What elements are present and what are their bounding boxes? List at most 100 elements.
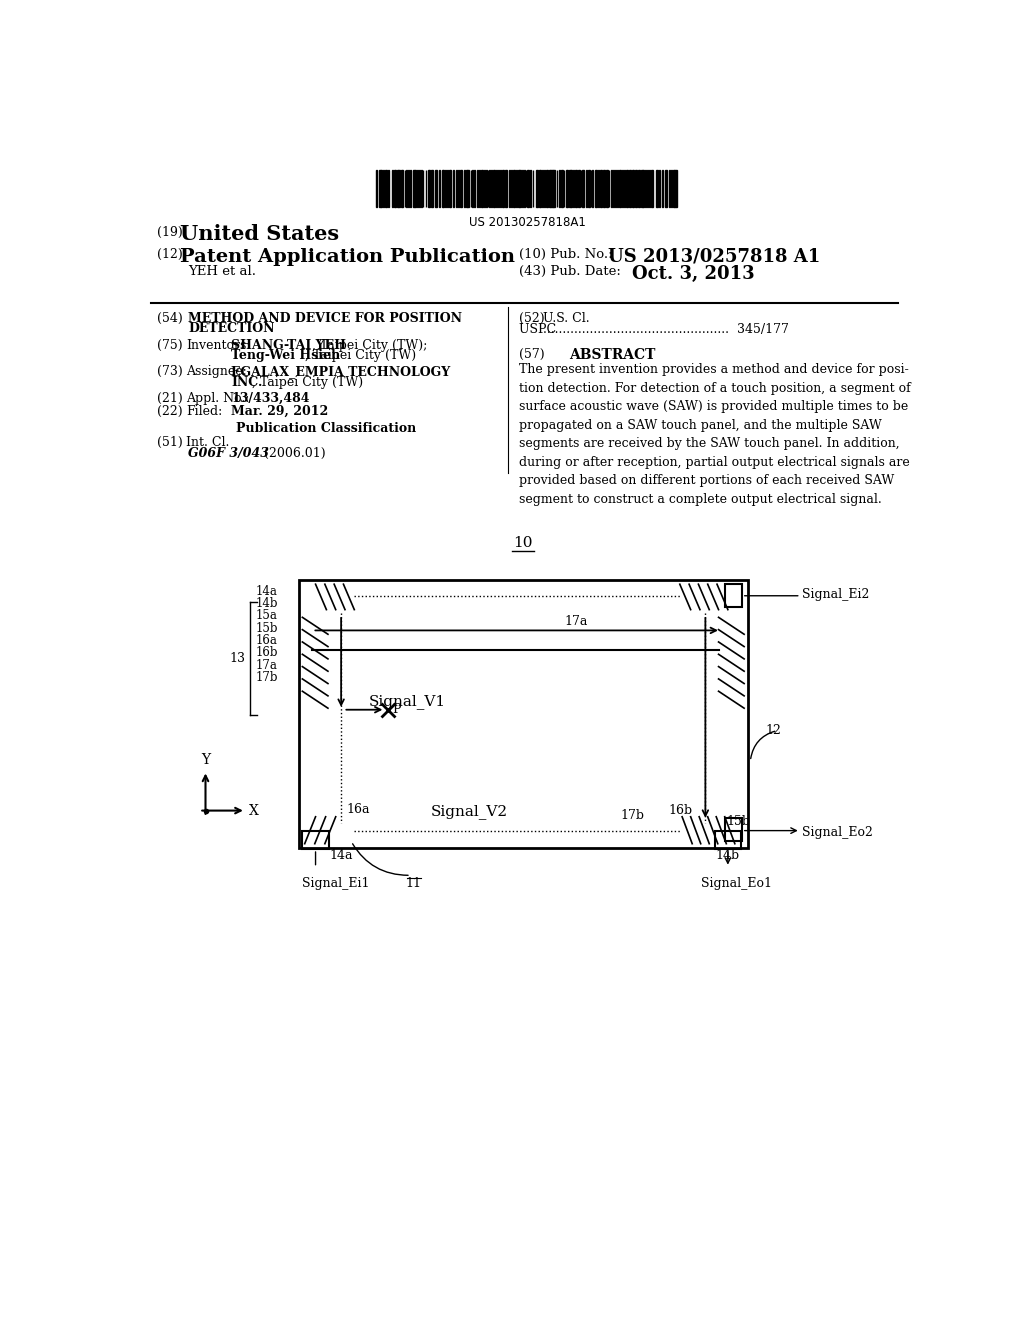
Text: (22): (22) <box>158 405 183 418</box>
Bar <box>578 170 580 207</box>
Text: 14a: 14a <box>330 849 353 862</box>
Bar <box>506 170 507 207</box>
Text: Assignee:: Assignee: <box>186 364 247 378</box>
Text: METHOD AND DEVICE FOR POSITION: METHOD AND DEVICE FOR POSITION <box>188 313 463 326</box>
Text: 14a: 14a <box>256 585 278 598</box>
Bar <box>630 170 631 207</box>
Bar <box>651 170 653 207</box>
Bar <box>620 170 621 207</box>
Bar <box>483 170 485 207</box>
Bar <box>302 830 329 849</box>
Bar <box>569 170 570 207</box>
Text: (43) Pub. Date:: (43) Pub. Date: <box>519 264 622 277</box>
Text: United States: United States <box>180 224 339 244</box>
Bar <box>408 170 410 207</box>
Text: Signal_Ei2: Signal_Ei2 <box>802 587 869 601</box>
Text: , Taipei City (TW);: , Taipei City (TW); <box>311 339 427 351</box>
Bar <box>546 170 548 207</box>
Text: , Taipei City (TW): , Taipei City (TW) <box>305 350 416 363</box>
Text: 17b: 17b <box>256 671 279 684</box>
Bar <box>638 170 640 207</box>
Text: EGALAX_EMPIA TECHNOLOGY: EGALAX_EMPIA TECHNOLOGY <box>231 364 451 378</box>
Bar <box>665 170 668 207</box>
Bar <box>467 170 469 207</box>
Bar <box>671 170 672 207</box>
Text: U.S. Cl.: U.S. Cl. <box>543 313 589 326</box>
Bar <box>431 170 433 207</box>
Bar <box>446 170 449 207</box>
Text: 15b: 15b <box>726 816 751 828</box>
Bar <box>391 170 393 207</box>
Bar <box>435 170 437 207</box>
Bar <box>600 170 601 207</box>
Text: (73): (73) <box>158 364 183 378</box>
Text: Filed:: Filed: <box>186 405 222 418</box>
Bar <box>611 170 612 207</box>
Bar <box>627 170 628 207</box>
Bar <box>456 170 458 207</box>
Text: Publication Classification: Publication Classification <box>237 422 417 434</box>
Bar <box>536 170 538 207</box>
Text: 16b: 16b <box>256 647 279 659</box>
Bar <box>385 170 387 207</box>
Bar <box>575 170 577 207</box>
Bar <box>583 170 585 207</box>
Text: (75): (75) <box>158 339 183 351</box>
Text: Signal_Eo1: Signal_Eo1 <box>701 876 772 890</box>
Text: (52): (52) <box>519 313 545 326</box>
Text: Y: Y <box>201 754 210 767</box>
Text: (19): (19) <box>158 226 187 239</box>
Text: 15a: 15a <box>256 610 278 622</box>
Text: (21): (21) <box>158 392 183 405</box>
Bar <box>589 170 590 207</box>
Text: 15b: 15b <box>256 622 279 635</box>
Text: The present invention provides a method and device for posi-
tion detection. For: The present invention provides a method … <box>519 363 911 506</box>
Text: USPC: USPC <box>519 323 560 337</box>
Bar <box>622 170 624 207</box>
Text: 10: 10 <box>513 536 534 549</box>
Bar <box>461 170 462 207</box>
Text: 11: 11 <box>406 876 421 890</box>
Text: 17a: 17a <box>564 615 588 628</box>
Text: Patent Application Publication: Patent Application Publication <box>180 248 515 265</box>
Text: (2006.01): (2006.01) <box>263 447 326 461</box>
Bar <box>519 170 521 207</box>
Text: Inventors:: Inventors: <box>186 339 251 351</box>
Bar <box>502 170 504 207</box>
Text: 16a: 16a <box>256 634 278 647</box>
Text: 16a: 16a <box>346 803 370 816</box>
Text: P: P <box>392 704 400 717</box>
Text: INC.: INC. <box>231 376 262 388</box>
Text: SHANG-TAI YEH: SHANG-TAI YEH <box>231 339 346 351</box>
Text: 13/433,484: 13/433,484 <box>231 392 309 405</box>
Text: 12: 12 <box>765 723 781 737</box>
Bar <box>493 170 496 207</box>
Bar <box>299 581 748 847</box>
Text: 13: 13 <box>229 652 246 665</box>
Text: 14b: 14b <box>256 597 279 610</box>
Text: YEH et al.: YEH et al. <box>188 264 256 277</box>
Bar <box>641 170 643 207</box>
Text: Mar. 29, 2012: Mar. 29, 2012 <box>231 405 329 418</box>
Bar <box>542 170 544 207</box>
Text: (10) Pub. No.:: (10) Pub. No.: <box>519 248 617 261</box>
Bar <box>725 585 741 607</box>
Text: , Taipei City (TW): , Taipei City (TW) <box>252 376 364 388</box>
Bar <box>725 818 741 841</box>
Text: 14b: 14b <box>716 849 739 862</box>
Bar <box>511 170 512 207</box>
Text: 17a: 17a <box>256 659 278 672</box>
Bar <box>474 170 475 207</box>
Text: X: X <box>249 804 259 817</box>
Text: (54): (54) <box>158 313 183 326</box>
Bar <box>419 170 420 207</box>
Text: Oct. 3, 2013: Oct. 3, 2013 <box>632 264 755 282</box>
Bar <box>414 170 416 207</box>
Text: ................................................  345/177: ........................................… <box>543 323 788 337</box>
Text: (57): (57) <box>519 348 545 360</box>
Bar <box>649 170 650 207</box>
Bar <box>509 170 510 207</box>
Text: US 2013/0257818 A1: US 2013/0257818 A1 <box>608 248 821 265</box>
Text: (12): (12) <box>158 248 187 261</box>
Bar <box>554 170 555 207</box>
